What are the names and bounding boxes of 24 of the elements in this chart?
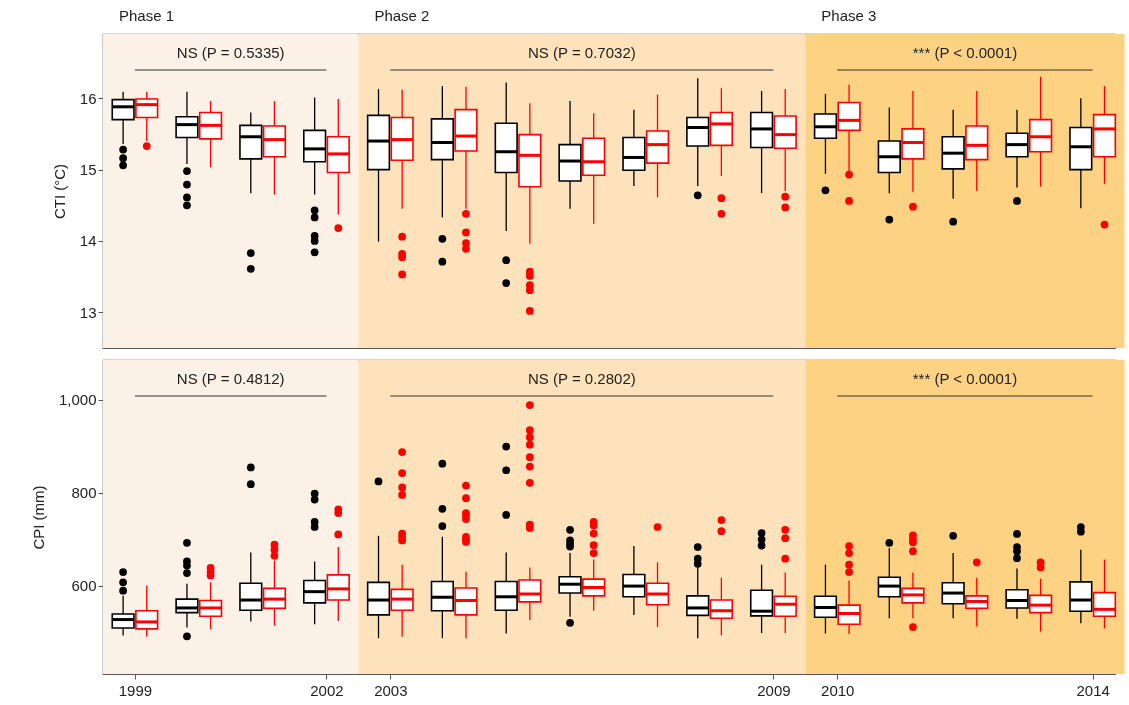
y-tick-label: 14	[79, 232, 97, 250]
x-tick-label: 2002	[310, 681, 344, 699]
annotation: NS (P = 0.2802)	[528, 370, 636, 387]
y-tick-label: 15	[79, 161, 97, 179]
y-tick-label: 13	[79, 303, 97, 321]
band-label: Phase 2	[374, 7, 430, 24]
annotation: NS (P = 0.5335)	[176, 44, 285, 61]
annotation: *** (P < 0.0001)	[912, 44, 1018, 61]
annotation: *** (P < 0.0001)	[912, 370, 1018, 387]
annotation: NS (P = 0.7032)	[528, 44, 636, 61]
band-label: Phase 1	[119, 7, 175, 24]
x-tick-label: 1999	[118, 681, 153, 699]
x-tick-label: 2009	[757, 681, 791, 699]
x-tick-label: 2003	[374, 681, 408, 699]
y-tick-label: 600	[71, 577, 97, 595]
y-axis-title: CPI (mm)	[29, 485, 47, 550]
x-tick-label: 2010	[821, 681, 855, 699]
band-label: Phase 3	[821, 7, 877, 24]
y-tick-label: 800	[71, 484, 97, 502]
y-tick-label: 1,000	[58, 391, 97, 409]
annotation: NS (P = 0.4812)	[176, 370, 285, 387]
x-tick-label: 2014	[1076, 681, 1110, 699]
y-tick-label: 16	[79, 89, 97, 107]
y-axis-title: CTI (°C)	[50, 163, 68, 220]
